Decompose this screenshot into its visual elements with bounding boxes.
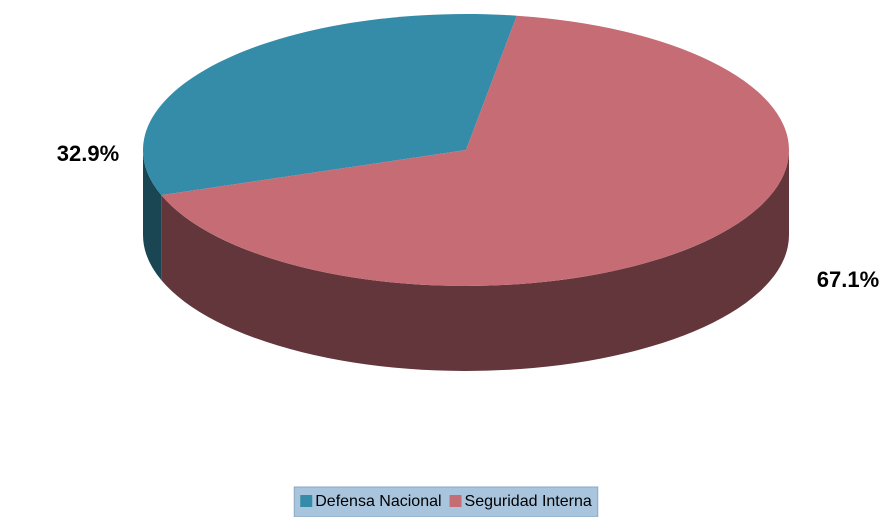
value-label: 67.1% [817, 267, 879, 292]
slice [161, 15, 789, 286]
value-label: 32.9% [57, 141, 119, 166]
legend-box [293, 486, 599, 517]
legend-swatch [449, 495, 462, 507]
slice [142, 14, 517, 196]
pie-sides [143, 150, 789, 371]
legend: Defensa Nacional Seguridad Interna [293, 486, 599, 517]
slice-side [161, 150, 789, 371]
legend-label: Seguridad Interna [465, 493, 592, 510]
legend-swatch [300, 495, 313, 507]
legend-label: Defensa Nacional [315, 493, 441, 510]
slice-side [143, 150, 162, 281]
